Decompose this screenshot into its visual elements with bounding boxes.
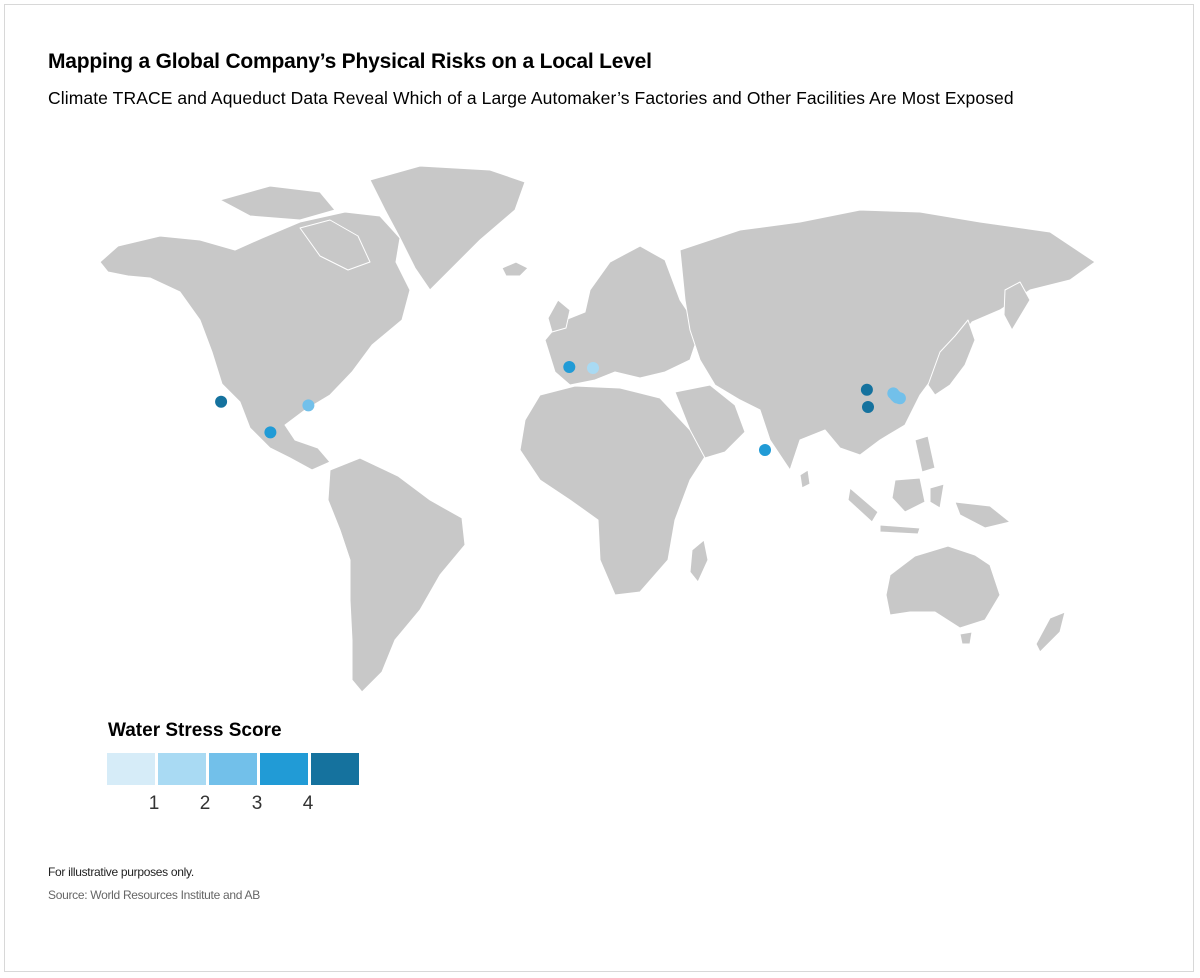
- legend-title: Water Stress Score: [108, 720, 282, 741]
- land-australia: [885, 545, 1001, 629]
- land-greenland: [369, 165, 526, 291]
- facility-marker[interactable]: [759, 444, 771, 456]
- land-tasmania: [959, 631, 973, 645]
- land-kamchatka: [1003, 281, 1031, 331]
- facility-marker[interactable]: [893, 392, 906, 405]
- map-title: Mapping a Global Company’s Physical Risk…: [48, 50, 652, 73]
- legend-swatch-5: [311, 753, 359, 785]
- legend-tick-label: 3: [251, 793, 263, 814]
- land-uk: [547, 299, 571, 333]
- land-arabia: [674, 384, 746, 459]
- facility-marker[interactable]: [302, 399, 315, 412]
- legend-swatch-4: [260, 753, 308, 785]
- land-sulawesi: [929, 483, 945, 509]
- map-subtitle: Climate TRACE and Aqueduct Data Reveal W…: [48, 88, 1014, 108]
- facility-marker[interactable]: [215, 395, 228, 408]
- land-madagascar: [689, 539, 709, 583]
- land-new-guinea: [954, 501, 1011, 529]
- facility-marker[interactable]: [587, 362, 599, 374]
- land-indonesia-sumatra: [847, 487, 879, 523]
- land-iceland: [501, 261, 529, 277]
- facility-marker[interactable]: [860, 383, 873, 396]
- legend-tick-label: 1: [148, 793, 160, 814]
- figure-frame: [4, 4, 1194, 972]
- legend-ticks: 1 2 3 4: [107, 793, 367, 817]
- land-indonesia-borneo: [891, 477, 926, 513]
- land-sri-lanka: [799, 469, 811, 489]
- legend-tick-label: 2: [199, 793, 211, 814]
- land-philippines: [914, 435, 936, 473]
- facility-marker[interactable]: [862, 401, 874, 413]
- source-note: Source: World Resources Institute and AB: [48, 888, 260, 902]
- world-map: [99, 165, 1096, 693]
- footnote: For illustrative purposes only.: [48, 865, 194, 879]
- legend-tick-label: 4: [302, 793, 314, 814]
- legend-swatch-3: [209, 753, 257, 785]
- land-north-america: [99, 211, 411, 471]
- land-south-america: [327, 457, 466, 693]
- land-java: [879, 524, 921, 535]
- land-layer: [99, 165, 1096, 693]
- land-new-zealand: [1035, 611, 1066, 653]
- legend-swatch-1: [107, 753, 155, 785]
- legend-color-scale: [107, 753, 359, 785]
- land-japan: [927, 319, 976, 396]
- land-baffin: [299, 219, 371, 271]
- land-arctic-islands: [219, 185, 336, 221]
- legend-swatch-2: [158, 753, 206, 785]
- facility-marker[interactable]: [264, 426, 277, 439]
- facility-markers: [215, 361, 906, 456]
- land-asia: [679, 209, 1096, 471]
- facility-marker[interactable]: [563, 361, 576, 373]
- land-africa: [519, 385, 709, 596]
